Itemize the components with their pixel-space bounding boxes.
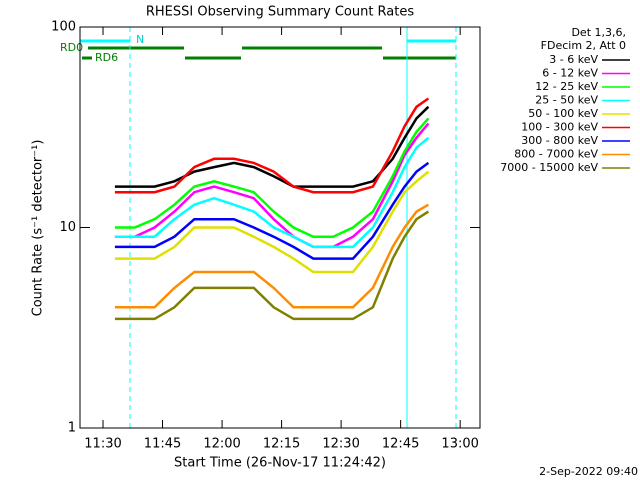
legend-label: 7000 - 15000 keV <box>500 161 598 174</box>
legend-header: FDecim 2, Att 0 <box>541 39 626 52</box>
legend-label: 800 - 7000 keV <box>514 148 598 161</box>
legend-label: 25 - 50 keV <box>535 94 598 107</box>
legend-label: 3 - 6 keV <box>549 53 598 66</box>
legend-label: 12 - 25 keV <box>535 80 598 93</box>
flag-label: RD0 <box>60 41 83 54</box>
legend-label: 50 - 100 keV <box>528 107 598 120</box>
series-line <box>114 161 430 260</box>
flag-label: RD6 <box>95 51 118 64</box>
plot-area <box>114 97 430 321</box>
y-axis-label: Count Rate (s⁻¹ detector⁻¹) <box>31 140 46 317</box>
footer: 2-Sep-2022 09:40 <box>539 465 638 478</box>
series-line <box>114 122 430 249</box>
x-tick-label: 12:00 <box>203 437 240 452</box>
series-line <box>114 210 430 321</box>
series-line <box>114 170 430 274</box>
chart-title: RHESSI Observing Summary Count Rates <box>146 5 415 20</box>
x-tick-label: 13:00 <box>441 437 478 452</box>
series-line <box>114 203 430 309</box>
legend-label: 100 - 300 keV <box>521 121 598 134</box>
legend-label: 300 - 800 keV <box>521 134 598 147</box>
legend-header: Det 1,3,6, <box>571 26 626 39</box>
y-tick-label: 1 <box>68 421 76 436</box>
series-line <box>114 117 430 238</box>
x-tick-label: 11:30 <box>84 437 121 452</box>
x-tick-label: 12:15 <box>263 437 300 452</box>
series-line <box>114 136 430 249</box>
x-tick-label: 12:45 <box>382 437 419 452</box>
series-line <box>114 97 430 194</box>
flag-label: N <box>136 33 144 46</box>
x-tick-label: 12:30 <box>322 437 359 452</box>
series-line <box>114 105 430 188</box>
y-tick-label: 10 <box>59 220 76 235</box>
y-tick-label: 100 <box>51 20 76 35</box>
x-axis-label: Start Time (26-Nov-17 11:24:42) <box>174 456 386 471</box>
x-tick-label: 11:45 <box>144 437 181 452</box>
legend-label: 6 - 12 keV <box>542 67 598 80</box>
